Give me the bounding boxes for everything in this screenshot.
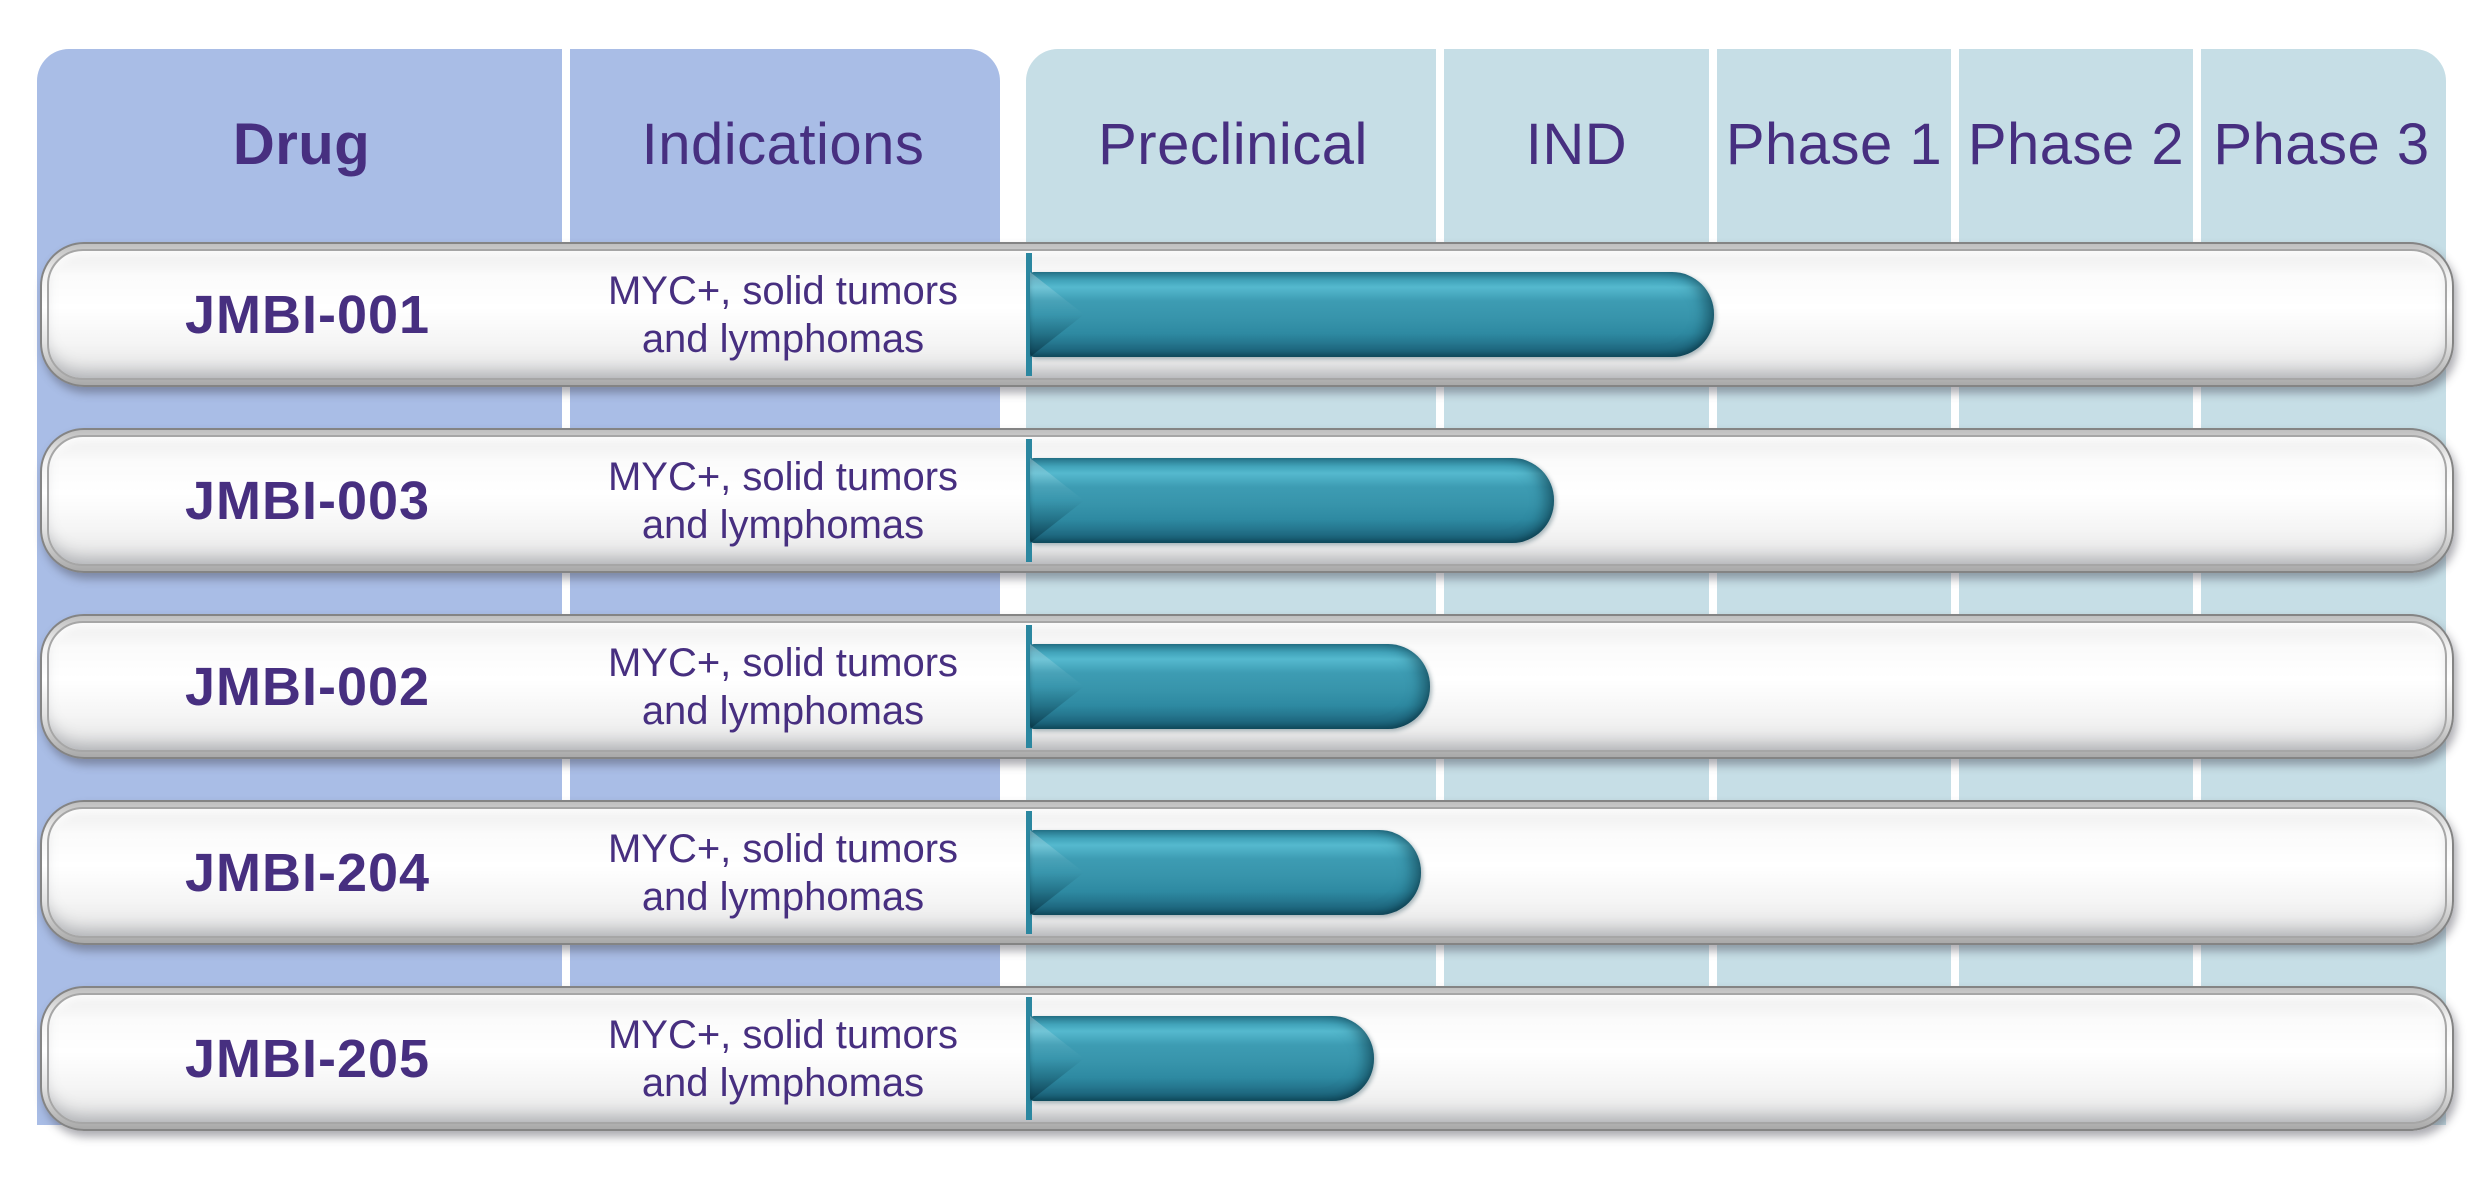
progress-bar [1030, 830, 1421, 915]
header-indications: Indications [641, 112, 925, 177]
pipeline-row-inner: JMBI-003 MYC+, solid tumors and lymphoma… [47, 435, 2447, 566]
drug-indication: MYC+, solid tumors and lymphomas [566, 251, 1000, 378]
drug-indication: MYC+, solid tumors and lymphomas [566, 437, 1000, 564]
header-phase-preclinical: Preclinical [1098, 112, 1368, 177]
progress-track [1026, 995, 2445, 1122]
pipeline-row-inner: JMBI-204 MYC+, solid tumors and lymphoma… [47, 807, 2447, 938]
progress-track [1026, 809, 2445, 936]
indication-line: MYC+, solid tumors [607, 826, 959, 871]
drug-indication: MYC+, solid tumors and lymphomas [566, 995, 1000, 1122]
progress-bar [1030, 272, 1715, 357]
phase-start-marker [1026, 811, 1032, 934]
progress-track [1026, 623, 2445, 750]
pipeline-row: JMBI-205 MYC+, solid tumors and lymphoma… [40, 986, 2454, 1131]
pipeline-row-inner: JMBI-001 MYC+, solid tumors and lymphoma… [47, 249, 2447, 380]
indication-line: and lymphomas [641, 316, 925, 361]
indication-line: MYC+, solid tumors [607, 1012, 959, 1057]
pipeline-row: JMBI-002 MYC+, solid tumors and lymphoma… [40, 614, 2454, 759]
indication-line: and lymphomas [641, 874, 925, 919]
header-drug: Drug [232, 112, 371, 177]
column-separator [562, 49, 570, 1125]
phase-start-marker [1026, 253, 1032, 376]
header-phase-ind: IND [1525, 112, 1628, 177]
indication-line: MYC+, solid tumors [607, 268, 959, 313]
progress-bar [1030, 644, 1431, 729]
progress-track [1026, 437, 2445, 564]
column-separator [1436, 49, 1444, 1125]
phase-start-marker [1026, 439, 1032, 562]
drug-indication: MYC+, solid tumors and lymphomas [566, 809, 1000, 936]
drug-indications-panel [37, 49, 1000, 1125]
header-phase-3: Phase 3 [2213, 112, 2430, 177]
pipeline-row-inner: JMBI-002 MYC+, solid tumors and lymphoma… [47, 621, 2447, 752]
indication-line: MYC+, solid tumors [607, 640, 959, 685]
column-separator [1951, 49, 1959, 1125]
column-separator [2193, 49, 2201, 1125]
pipeline-row: JMBI-001 MYC+, solid tumors and lymphoma… [40, 242, 2454, 387]
pipeline-row: JMBI-003 MYC+, solid tumors and lymphoma… [40, 428, 2454, 573]
drug-name: JMBI-001 [184, 284, 431, 345]
drug-name: JMBI-205 [184, 1028, 431, 1089]
pipeline-row-inner: JMBI-205 MYC+, solid tumors and lymphoma… [47, 993, 2447, 1124]
column-separator [1709, 49, 1717, 1125]
drug-indication: MYC+, solid tumors and lymphomas [566, 623, 1000, 750]
progress-bar [1030, 1016, 1374, 1101]
header-phase-1: Phase 1 [1725, 112, 1943, 177]
drug-name: JMBI-002 [184, 656, 431, 717]
header-phase-2: Phase 2 [1967, 112, 2185, 177]
indication-line: MYC+, solid tumors [607, 454, 959, 499]
indication-line: and lymphomas [641, 502, 925, 547]
phases-panel [1026, 49, 2446, 1125]
indication-line: and lymphomas [641, 688, 925, 733]
drug-name: JMBI-204 [184, 842, 431, 903]
indication-line: and lymphomas [641, 1060, 925, 1105]
progress-bar [1030, 458, 1554, 543]
phase-start-marker [1026, 997, 1032, 1120]
progress-track [1026, 251, 2445, 378]
pipeline-row: JMBI-204 MYC+, solid tumors and lymphoma… [40, 800, 2454, 945]
drug-name: JMBI-003 [184, 470, 431, 531]
phase-start-marker [1026, 625, 1032, 748]
